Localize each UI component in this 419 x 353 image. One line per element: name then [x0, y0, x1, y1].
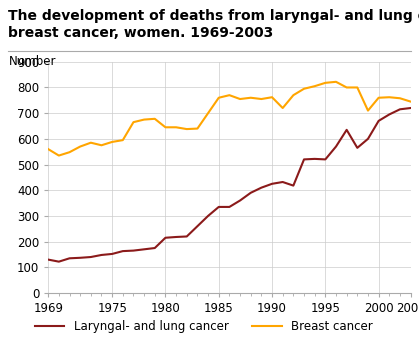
Laryngal- and lung cancer	[323, 157, 328, 162]
Laryngal- and lung cancer	[238, 198, 243, 203]
Breast cancer	[184, 127, 189, 131]
Breast cancer	[323, 81, 328, 85]
Breast cancer	[56, 154, 61, 158]
Line: Laryngal- and lung cancer: Laryngal- and lung cancer	[48, 108, 411, 262]
Breast cancer	[110, 140, 115, 144]
Laryngal- and lung cancer	[99, 253, 104, 257]
Laryngal- and lung cancer	[110, 252, 115, 256]
Breast cancer	[173, 125, 178, 130]
Breast cancer	[216, 96, 221, 100]
Breast cancer	[46, 147, 51, 151]
Breast cancer	[206, 111, 211, 115]
Breast cancer	[195, 126, 200, 131]
Laryngal- and lung cancer	[131, 249, 136, 253]
Laryngal- and lung cancer	[46, 257, 51, 262]
Laryngal- and lung cancer	[78, 256, 83, 260]
Breast cancer	[302, 86, 307, 91]
Breast cancer	[120, 138, 125, 142]
Breast cancer	[280, 106, 285, 110]
Breast cancer	[387, 95, 392, 99]
Laryngal- and lung cancer	[365, 137, 370, 141]
Breast cancer	[398, 96, 403, 100]
Breast cancer	[131, 120, 136, 124]
Laryngal- and lung cancer	[67, 256, 72, 261]
Laryngal- and lung cancer	[152, 246, 157, 250]
Laryngal- and lung cancer	[163, 236, 168, 240]
Breast cancer	[238, 97, 243, 101]
Breast cancer	[269, 95, 274, 99]
Breast cancer	[312, 84, 317, 88]
Laryngal- and lung cancer	[206, 214, 211, 218]
Laryngal- and lung cancer	[216, 205, 221, 209]
Breast cancer	[344, 85, 349, 90]
Laryngal- and lung cancer	[376, 119, 381, 123]
Laryngal- and lung cancer	[120, 249, 125, 253]
Text: breast cancer, women. 1969-2003: breast cancer, women. 1969-2003	[8, 26, 274, 41]
Laryngal- and lung cancer	[269, 182, 274, 186]
Laryngal- and lung cancer	[88, 255, 93, 259]
Laryngal- and lung cancer	[398, 107, 403, 112]
Breast cancer	[88, 140, 93, 145]
Legend: Laryngal- and lung cancer, Breast cancer: Laryngal- and lung cancer, Breast cancer	[30, 316, 378, 338]
Laryngal- and lung cancer	[173, 235, 178, 239]
Breast cancer	[365, 108, 370, 113]
Breast cancer	[291, 93, 296, 97]
Laryngal- and lung cancer	[408, 106, 413, 110]
Text: Number: Number	[8, 55, 56, 68]
Laryngal- and lung cancer	[280, 180, 285, 184]
Laryngal- and lung cancer	[302, 157, 307, 162]
Breast cancer	[259, 97, 264, 101]
Breast cancer	[152, 117, 157, 121]
Laryngal- and lung cancer	[334, 144, 339, 149]
Breast cancer	[376, 96, 381, 100]
Laryngal- and lung cancer	[227, 205, 232, 209]
Breast cancer	[78, 144, 83, 149]
Breast cancer	[334, 80, 339, 84]
Laryngal- and lung cancer	[355, 146, 360, 150]
Breast cancer	[248, 96, 253, 100]
Laryngal- and lung cancer	[142, 247, 147, 251]
Breast cancer	[67, 150, 72, 154]
Laryngal- and lung cancer	[184, 234, 189, 239]
Line: Breast cancer: Breast cancer	[48, 82, 411, 156]
Breast cancer	[355, 85, 360, 90]
Laryngal- and lung cancer	[56, 259, 61, 264]
Breast cancer	[99, 143, 104, 148]
Laryngal- and lung cancer	[259, 186, 264, 190]
Laryngal- and lung cancer	[344, 128, 349, 132]
Laryngal- and lung cancer	[291, 184, 296, 188]
Text: The development of deaths from laryngal- and lung cancer and: The development of deaths from laryngal-…	[8, 9, 419, 23]
Laryngal- and lung cancer	[195, 224, 200, 228]
Laryngal- and lung cancer	[312, 157, 317, 161]
Breast cancer	[227, 93, 232, 97]
Breast cancer	[142, 118, 147, 122]
Laryngal- and lung cancer	[387, 112, 392, 116]
Breast cancer	[163, 125, 168, 130]
Breast cancer	[408, 100, 413, 104]
Laryngal- and lung cancer	[248, 191, 253, 195]
